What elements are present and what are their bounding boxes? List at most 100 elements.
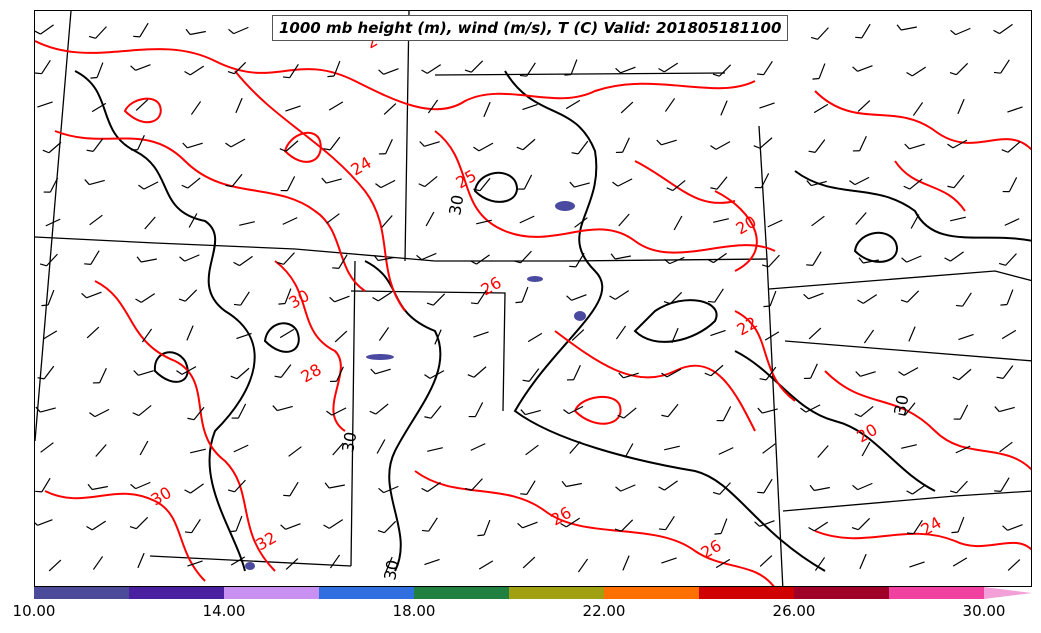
wind-barb: [900, 290, 920, 303]
wind-barb: [664, 445, 680, 451]
wind-barb: [671, 327, 679, 344]
wind-barb: [424, 405, 442, 419]
wind-barb: [906, 66, 927, 77]
wind-barb: [329, 295, 350, 303]
wind-barb: [560, 517, 581, 528]
wind-barb: [90, 62, 104, 79]
wind-barb: [812, 63, 826, 80]
wind-barb: [620, 101, 634, 114]
wind-barb: [35, 24, 54, 35]
wind-barb: [857, 100, 871, 112]
colorbar-tick-label: 10.00: [12, 602, 56, 620]
wind-barb: [810, 27, 829, 40]
wind-barb: [624, 443, 634, 458]
wind-barb: [710, 176, 728, 190]
wind-barb: [187, 406, 205, 421]
temperature-contour-label: 26: [698, 536, 725, 563]
temperature-contours: [35, 40, 1031, 586]
wind-barb: [421, 64, 442, 74]
wind-barb: [81, 291, 102, 299]
colorbar-segment: [34, 587, 130, 599]
wind-barb: [953, 404, 969, 420]
wind-barbs: [35, 21, 1023, 573]
wind-barb: [375, 179, 396, 189]
wind-barb: [133, 22, 149, 38]
colorbar-tick-label: 22.00: [582, 602, 626, 620]
wind-barb: [230, 556, 246, 566]
wind-barb: [950, 27, 971, 36]
height-contour-label: 30: [890, 393, 912, 416]
wind-barb: [612, 178, 633, 187]
wind-barb: [516, 138, 536, 151]
wind-barb: [857, 294, 878, 304]
wind-barb: [515, 286, 529, 304]
map-title: 1000 mb height (m), wind (m/s), T (C) Va…: [272, 15, 789, 41]
wind-barb: [852, 65, 873, 72]
wind-barb: [279, 328, 295, 339]
wind-barb: [609, 290, 630, 300]
state-borders: [35, 11, 1031, 586]
wind-barb: [712, 482, 731, 495]
wind-barb: [288, 446, 302, 457]
wind-barb: [713, 218, 729, 223]
wind-barb: [476, 219, 492, 225]
wind-barb: [130, 481, 151, 490]
wind-barb: [378, 485, 399, 494]
wind-barb: [182, 142, 203, 149]
wind-barb: [952, 557, 968, 567]
wind-barb: [332, 254, 348, 269]
wind-barb: [137, 552, 145, 569]
wind-barb: [993, 59, 1010, 74]
wind-barb: [561, 480, 582, 488]
wind-barb: [42, 141, 62, 154]
wind-barb: [1000, 289, 1014, 306]
wind-barb: [1001, 141, 1021, 153]
height-contours: [74, 70, 1031, 572]
wind-barb: [378, 68, 399, 75]
wind-barb: [718, 447, 734, 455]
wind-barb: [901, 255, 922, 263]
temperature-contour-label: 20: [854, 420, 881, 447]
wind-barb: [803, 292, 824, 300]
wind-barb: [385, 556, 393, 573]
wind-barb: [239, 221, 255, 226]
wind-barb: [88, 26, 107, 39]
wind-barb: [233, 255, 253, 267]
wind-barb: [800, 404, 821, 413]
wind-barb: [1007, 106, 1023, 113]
temperature-contour-label: 28: [298, 360, 325, 387]
colorbar: [34, 587, 1032, 599]
wind-barb: [707, 252, 727, 264]
wind-barb: [957, 98, 965, 115]
wind-barb: [37, 365, 55, 380]
wind-barb: [759, 102, 775, 109]
wind-barb: [808, 139, 826, 153]
wind-barb: [45, 218, 61, 227]
wind-barb: [130, 134, 145, 151]
wind-barb: [278, 288, 292, 305]
wind-barb: [617, 407, 637, 419]
wind-barb: [434, 329, 442, 345]
wind-barb: [569, 441, 581, 454]
wind-barb: [274, 364, 292, 378]
wind-barb: [949, 480, 968, 494]
wind-barb: [525, 444, 539, 456]
wind-barb: [898, 402, 916, 416]
wind-barb: [994, 406, 1015, 413]
wind-barb: [383, 103, 397, 115]
wind-barb: [1004, 218, 1020, 226]
wind-barb: [712, 64, 732, 77]
wind-barb: [759, 555, 773, 567]
wind-barb: [427, 447, 443, 452]
wind-barb: [483, 101, 491, 118]
wind-barb: [663, 291, 683, 305]
wind-barb: [370, 368, 391, 375]
wind-barb: [41, 289, 55, 307]
wind-barb: [227, 61, 247, 75]
wind-barb: [947, 174, 965, 189]
wind-barb: [704, 364, 724, 377]
wind-barb: [999, 441, 1013, 453]
wind-barb: [86, 326, 100, 339]
wind-barb: [280, 176, 296, 192]
wind-barb: [566, 294, 587, 301]
